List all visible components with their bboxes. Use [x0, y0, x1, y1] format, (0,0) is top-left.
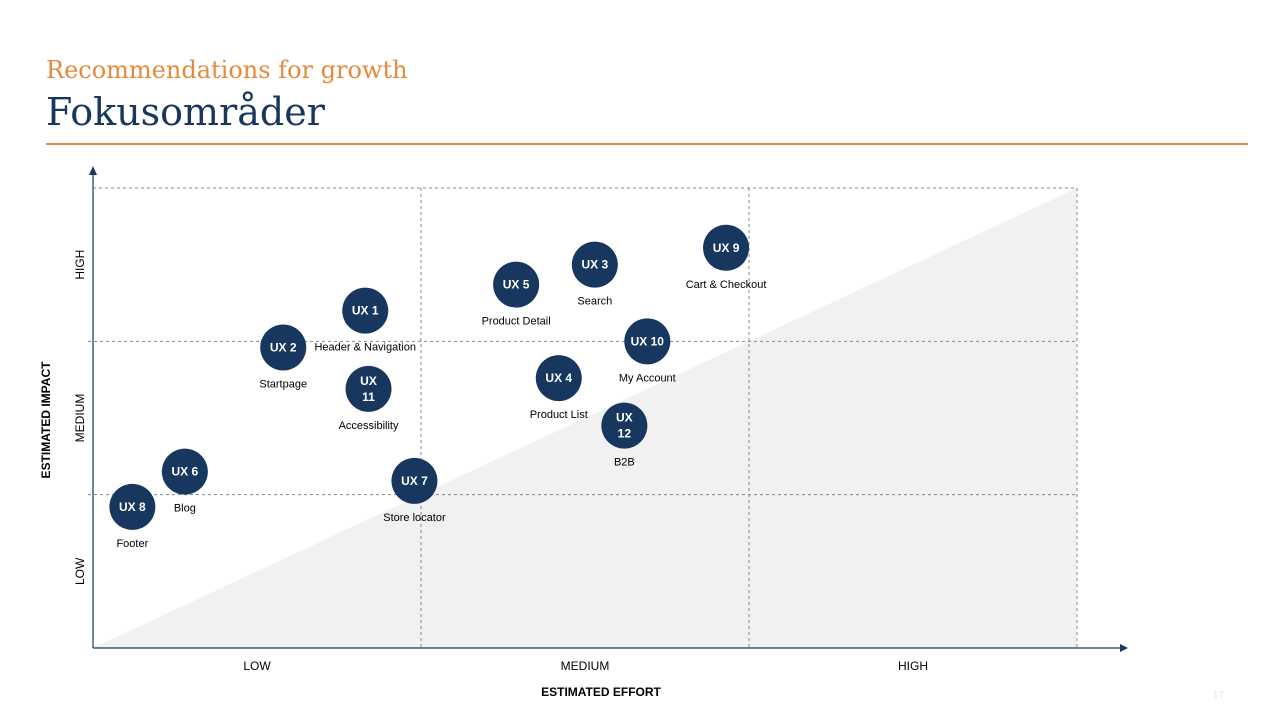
point-label: Cart & Checkout — [686, 279, 767, 291]
y-tick-label: HIGH — [73, 250, 87, 280]
bubble-ux-12 — [601, 402, 648, 449]
y-axis-arrow — [89, 166, 97, 175]
x-tick-label: HIGH — [898, 659, 928, 673]
bubble-text: UX 2 — [270, 340, 297, 354]
bubble-text: UX 10 — [631, 334, 665, 348]
point-label: Footer — [116, 538, 148, 550]
bubble-text: UX 8 — [119, 500, 146, 514]
bubble-text: UX — [360, 374, 377, 388]
chart-points: UX 1 Header & Navigation UX 2 Startpage UX 3… — [109, 224, 767, 550]
bubble-text: UX 5 — [503, 278, 530, 292]
point-label: B2B — [614, 457, 635, 469]
bubble-text: 12 — [618, 427, 632, 441]
point-ux-1: UX 1 Header & Navigation — [314, 287, 416, 354]
point-ux-6: UX 6 Blog — [161, 448, 208, 515]
point-label: Product Detail — [482, 316, 551, 328]
chart-background — [93, 188, 1077, 648]
bubble-ux-5 — [493, 261, 540, 308]
bubble-ux-9 — [703, 224, 750, 271]
bubble-text: UX 4 — [545, 371, 572, 385]
x-tick-label: MEDIUM — [561, 659, 610, 673]
bubble-text: UX 1 — [352, 304, 379, 318]
bubble-text: UX 7 — [401, 474, 428, 488]
bubble-text: UX 3 — [581, 258, 608, 272]
title-divider — [46, 143, 1248, 145]
point-label: Blog — [174, 503, 196, 515]
slide-title: Fokusområder — [46, 90, 325, 134]
point-label: Header & Navigation — [314, 342, 416, 354]
bubble-ux-6 — [161, 448, 208, 495]
chart-axes — [89, 166, 1128, 652]
point-label: Store locator — [383, 512, 446, 524]
y-axis-title: ESTIMATED IMPACT — [39, 361, 53, 479]
point-ux-5: UX 5 Product Detail — [482, 261, 551, 328]
bubble-ux-4 — [535, 355, 582, 402]
bubble-ux-3 — [571, 241, 618, 288]
point-label: Search — [577, 296, 612, 308]
y-tick-label: LOW — [73, 557, 87, 585]
slide-subtitle: Recommendations for growth — [46, 56, 408, 84]
point-label: My Account — [619, 372, 676, 384]
point-label: Startpage — [259, 378, 307, 390]
x-axis-arrow — [1120, 644, 1128, 652]
y-tick-label: MEDIUM — [73, 394, 87, 443]
shaded-triangle — [93, 188, 1077, 648]
bubble-ux-1 — [342, 287, 389, 334]
point-ux-2: UX 2 Startpage — [259, 324, 307, 390]
bubble-text: UX 9 — [713, 241, 740, 255]
bubble-ux-8 — [109, 483, 156, 530]
point-ux-12: UX 12 B2B — [601, 402, 648, 469]
bubble-text: 11 — [362, 390, 375, 404]
bubble-ux-10 — [624, 318, 671, 365]
page-number: 17 — [1212, 690, 1224, 701]
x-axis-title: ESTIMATED EFFORT — [541, 685, 661, 699]
bubble-text: UX — [616, 411, 633, 425]
point-ux-4: UX 4 Product List — [530, 355, 588, 421]
point-ux-9: UX 9 Cart & Checkout — [686, 224, 767, 291]
point-ux-10: UX 10 My Account — [619, 318, 676, 384]
point-ux-8: UX 8 Footer — [109, 483, 156, 550]
point-ux-3: UX 3 Search — [571, 241, 618, 308]
chart-tick-labels: LOW MEDIUM HIGH LOW MEDIUM HIGH — [73, 250, 928, 673]
chart-grid — [88, 187, 1078, 648]
point-label: Accessibility — [339, 420, 399, 432]
bubble-ux-7 — [391, 457, 438, 504]
bubble-ux-11 — [345, 365, 392, 412]
bubble-text: UX 6 — [171, 465, 198, 479]
point-ux-7: UX 7 Store locator — [383, 457, 446, 524]
x-tick-label: LOW — [243, 659, 271, 673]
bubble-ux-2 — [260, 324, 307, 371]
point-ux-11: UX 11 Accessibility — [339, 365, 399, 432]
point-label: Product List — [530, 409, 588, 421]
